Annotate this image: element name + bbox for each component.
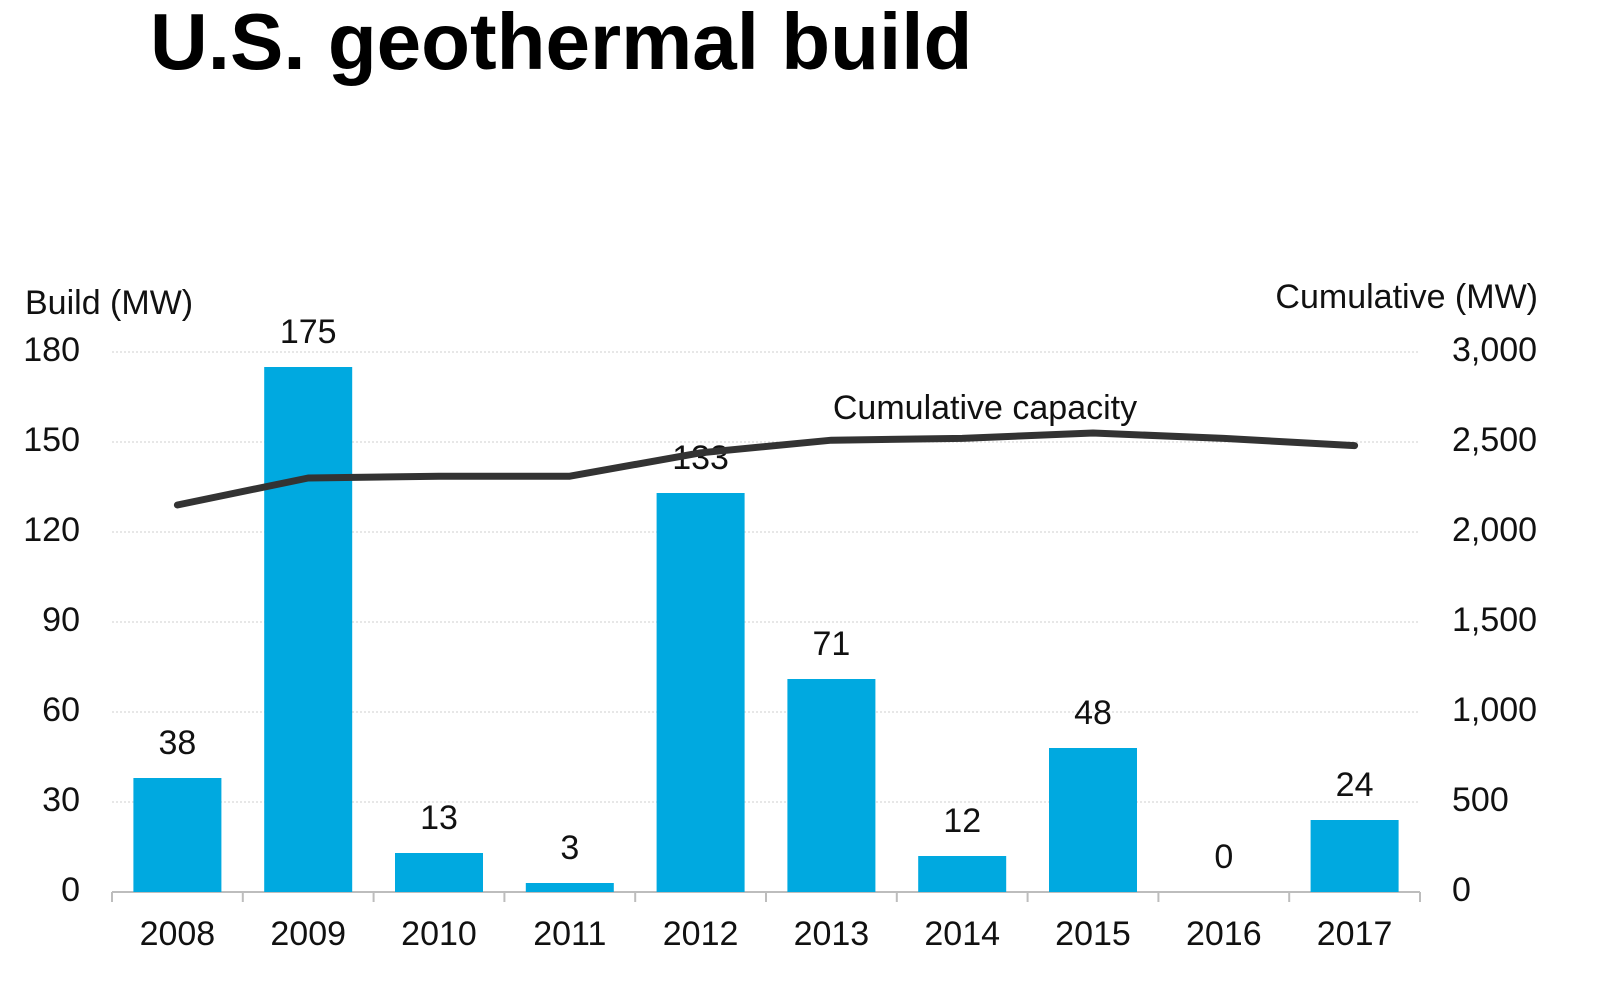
y-tick-label: 30 xyxy=(42,781,80,819)
y2-tick-label: 3,000 xyxy=(1452,331,1537,369)
bar-value-label: 12 xyxy=(943,802,981,840)
bar xyxy=(133,778,222,892)
y2-tick-label: 1,500 xyxy=(1452,601,1537,639)
y2-tick-label: 1,000 xyxy=(1452,691,1537,729)
bar xyxy=(656,493,745,892)
bar-value-label: 13 xyxy=(420,799,458,837)
y-tick-label: 180 xyxy=(23,331,80,369)
chart-title: U.S. geothermal build xyxy=(150,0,972,86)
bar xyxy=(525,883,614,892)
y-tick-label: 150 xyxy=(23,421,80,459)
y2-axis-label: Cumulative (MW) xyxy=(1275,278,1538,316)
y2-tick-label: 0 xyxy=(1452,871,1471,909)
bar-value-label: 24 xyxy=(1336,766,1374,804)
y2-tick-label: 500 xyxy=(1452,781,1509,819)
x-tick-label: 2013 xyxy=(794,915,870,953)
x-tick-label: 2012 xyxy=(663,915,739,953)
x-tick-label: 2014 xyxy=(924,915,1000,953)
bar-value-label: 175 xyxy=(280,313,337,351)
bar-value-label: 38 xyxy=(158,724,196,762)
x-tick-label: 2011 xyxy=(533,915,606,953)
y-axis-label: Build (MW) xyxy=(25,284,193,322)
y2-tick-label: 2,000 xyxy=(1452,511,1537,549)
y-tick-label: 120 xyxy=(23,511,80,549)
x-tick-label: 2015 xyxy=(1055,915,1131,953)
bar xyxy=(264,367,353,892)
bar xyxy=(395,853,483,892)
bar-value-label: 0 xyxy=(1214,838,1233,876)
y-tick-label: 60 xyxy=(42,691,80,729)
cumulative-line xyxy=(173,429,1359,509)
bar xyxy=(1049,748,1137,892)
y-tick-label: 0 xyxy=(61,871,80,909)
bar xyxy=(918,856,1007,892)
x-tick-label: 2009 xyxy=(270,915,346,953)
bar xyxy=(787,679,876,892)
line-annotation: Cumulative capacity xyxy=(833,389,1137,427)
y2-tick-label: 2,500 xyxy=(1452,421,1537,459)
x-tick-label: 2016 xyxy=(1186,915,1262,953)
x-tick-label: 2008 xyxy=(140,915,216,953)
y-tick-label: 90 xyxy=(42,601,80,639)
bar-value-label: 71 xyxy=(812,625,850,663)
x-tick-label: 2010 xyxy=(401,915,477,953)
bar xyxy=(1310,820,1399,892)
bar-value-label: 48 xyxy=(1074,694,1112,732)
x-tick-label: 2017 xyxy=(1317,915,1393,953)
bar-value-label: 3 xyxy=(560,829,579,867)
